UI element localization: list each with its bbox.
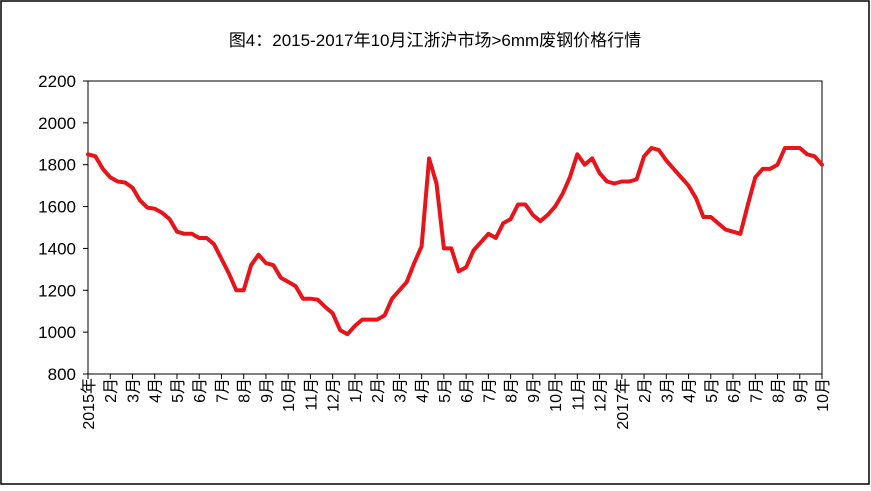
x-tick-label: 3月 [392,378,409,403]
x-tick-label: 1月 [348,378,365,403]
x-tick-label: 4月 [415,378,432,403]
y-tick-label: 1800 [38,156,76,175]
x-tick-label: 12月 [326,378,343,412]
x-tick-label: 5月 [437,378,454,403]
x-tick-label: 9月 [526,378,543,403]
x-tick-label: 2月 [370,378,387,403]
chart-title: 图4：2015-2017年10月江浙沪市场>6mm废钢价格行情 [229,31,641,50]
x-tick-label: 9月 [793,378,810,403]
x-tick-label: 7月 [748,378,765,403]
x-tick-label: 10月 [548,378,565,412]
x-tick-label: 4月 [148,378,165,403]
y-tick-label: 1400 [38,239,76,258]
x-tick-label: 5月 [704,378,721,403]
x-tick-label: 2月 [103,378,120,403]
x-tick-label: 8月 [504,378,521,403]
x-tick-label: 12月 [593,378,610,412]
line [86,146,824,337]
x-tick-label: 8月 [237,378,254,403]
plot-area [87,80,823,375]
x-tick-label: 5月 [170,378,187,403]
x-tick-label: 7月 [214,378,231,403]
x-tick-label: 9月 [259,378,276,403]
y-tick-label: 1200 [38,281,76,300]
x-tick-label: 11月 [303,378,320,411]
x-tick-label: 6月 [192,378,209,403]
y-tick-label: 2200 [38,72,76,91]
y-tick-label: 800 [48,365,76,384]
x-tick-label: 3月 [125,378,142,403]
x-tick-label: 8月 [771,378,788,403]
x-tick-label: 4月 [682,378,699,403]
x-tick-label: 2017年 [614,378,632,430]
x-tick-label: 10月 [815,378,832,412]
x-tick-label: 3月 [659,378,676,403]
x-tick-label: 2015年 [80,378,98,430]
y-tick-label: 1600 [38,198,76,217]
x-tick-label: 7月 [481,378,498,403]
x-tick-label: 11月 [570,378,587,411]
x-tick-label: 2月 [637,378,654,403]
y-tick-label: 1000 [38,323,76,342]
y-tick-label: 2000 [38,114,76,133]
x-tick-label: 6月 [726,378,743,403]
x-tick-label: 10月 [281,378,298,412]
x-tick-label: 6月 [459,378,476,403]
